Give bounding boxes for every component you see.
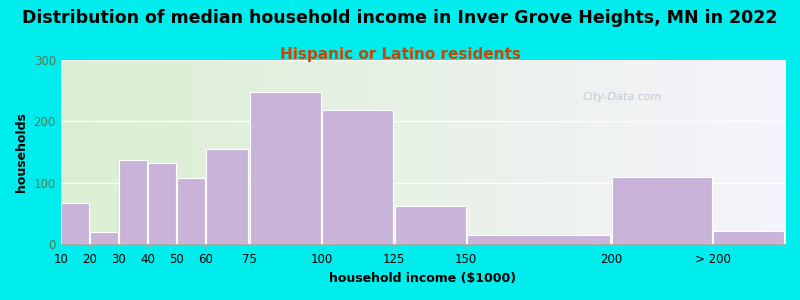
Bar (119, 160, 147, 244)
Text: Hispanic or Latino residents: Hispanic or Latino residents (279, 46, 521, 62)
Bar (90, 232, 118, 244)
Bar (322, 110, 393, 244)
Bar (394, 206, 466, 244)
Text: City-Data.com: City-Data.com (582, 92, 662, 102)
Bar (612, 177, 712, 244)
Bar (62, 202, 89, 244)
Bar (250, 92, 321, 244)
Bar (206, 149, 248, 244)
Bar (148, 163, 176, 244)
Bar (714, 231, 784, 244)
Y-axis label: households: households (15, 112, 28, 192)
Text: Distribution of median household income in Inver Grove Heights, MN in 2022: Distribution of median household income … (22, 9, 778, 27)
X-axis label: household income ($1000): household income ($1000) (330, 272, 516, 285)
Bar (467, 235, 610, 244)
Bar (178, 178, 205, 244)
